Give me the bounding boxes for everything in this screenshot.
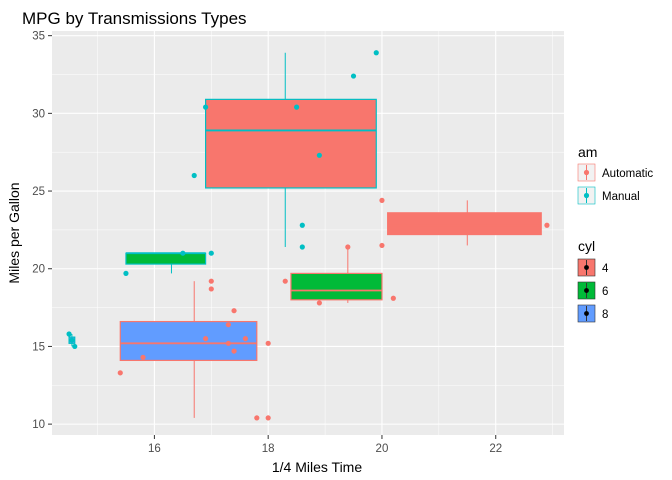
- data-point: [203, 104, 209, 110]
- y-axis-title: Miles per Gallon: [6, 182, 22, 283]
- legend-title-cyl: cyl: [578, 238, 595, 254]
- data-point: [379, 197, 385, 203]
- data-point: [379, 242, 385, 249]
- x-tick-label: 22: [489, 443, 502, 455]
- legend-label-cyl: 8: [602, 309, 608, 321]
- data-point: [231, 348, 237, 354]
- data-point: [299, 222, 305, 228]
- legend-key-point: [584, 311, 589, 316]
- data-point: [208, 278, 214, 284]
- box-body: [387, 212, 542, 236]
- legend-key-point: [583, 192, 590, 199]
- legend-label-cyl: 6: [602, 286, 608, 298]
- data-point: [208, 286, 214, 292]
- data-point: [299, 244, 305, 250]
- data-point: [350, 73, 357, 79]
- data-point: [345, 244, 351, 250]
- data-point: [225, 322, 231, 328]
- legend-label-am: Manual: [602, 191, 640, 203]
- data-point: [316, 152, 322, 158]
- data-point: [265, 340, 271, 346]
- data-point: [254, 415, 260, 421]
- y-tick-label: 25: [32, 186, 45, 198]
- data-point: [66, 331, 72, 337]
- data-point: [117, 370, 123, 376]
- box-body: [125, 252, 207, 265]
- data-point: [294, 104, 300, 110]
- data-point: [373, 50, 379, 56]
- legend-key-point: [584, 265, 589, 270]
- legend-label-cyl: 4: [602, 263, 609, 275]
- box-body: [119, 320, 258, 362]
- data-point: [69, 337, 75, 343]
- y-tick-label: 15: [32, 341, 45, 353]
- boxes: [68, 52, 542, 418]
- data-point: [140, 354, 146, 360]
- data-point: [225, 340, 231, 346]
- y-tick-label: 20: [32, 264, 45, 276]
- data-point: [123, 270, 129, 276]
- data-point: [544, 222, 550, 228]
- data-point: [72, 343, 78, 350]
- data-point: [203, 336, 209, 342]
- x-tick-label: 20: [376, 443, 389, 455]
- data-point: [242, 336, 249, 342]
- data-point: [316, 300, 322, 306]
- points: [66, 50, 550, 421]
- x-axis: 16 18 20 22: [148, 435, 502, 455]
- data-point: [265, 415, 271, 421]
- y-tick-label: 35: [32, 31, 45, 43]
- x-tick-label: 18: [262, 443, 275, 455]
- data-point: [390, 295, 396, 301]
- legend-key-point: [583, 169, 590, 176]
- data-point: [231, 308, 237, 314]
- x-tick-label: 16: [148, 443, 161, 455]
- legend: am Automatic Manual cyl 4 6 8: [577, 144, 653, 323]
- legend-title-am: am: [578, 144, 597, 160]
- y-axis: 10 15 20 25 30 35: [32, 31, 52, 431]
- grid: [52, 31, 564, 435]
- data-point: [180, 250, 186, 256]
- data-point: [208, 250, 214, 256]
- chart-title: MPG by Transmissions Types: [22, 9, 247, 28]
- box-body: [205, 98, 377, 189]
- y-tick-label: 30: [32, 108, 45, 120]
- x-axis-title: 1/4 Miles Time: [272, 459, 362, 475]
- legend-label-am: Automatic: [602, 168, 653, 180]
- box-body: [290, 272, 383, 301]
- y-tick-label: 10: [32, 419, 45, 431]
- data-point: [191, 172, 197, 179]
- legend-key-point: [584, 288, 589, 293]
- data-point: [282, 278, 288, 284]
